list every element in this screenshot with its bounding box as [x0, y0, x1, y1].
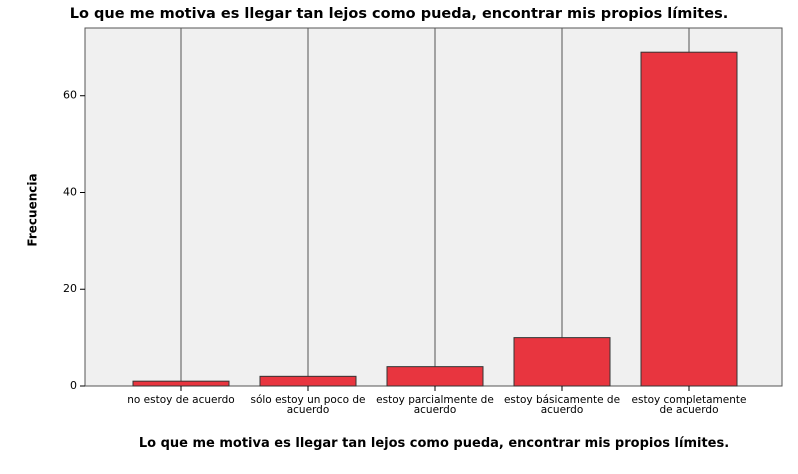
x-axis-title: Lo que me motiva es llegar tan lejos com…: [138, 436, 730, 451]
bar: [513, 337, 611, 387]
x-tick-label: estoy parcialmente de acuerdo: [376, 394, 494, 416]
bar: [640, 51, 738, 387]
x-tick-label: sólo estoy un poco de acuerdo: [250, 394, 366, 416]
x-tick-label: estoy básicamente de acuerdo: [503, 394, 621, 416]
bar: [259, 375, 357, 387]
y-tick-label: 40: [63, 185, 77, 198]
bar: [386, 366, 484, 387]
y-tick-label: 0: [70, 379, 77, 392]
y-axis-title: Frecuencia: [26, 173, 40, 246]
x-tick-label: estoy completamente de acuerdo: [631, 394, 747, 416]
x-tick-label: no estoy de acuerdo: [127, 394, 235, 406]
y-tick-label: 60: [63, 89, 77, 102]
y-tick-label: 20: [63, 282, 77, 295]
bar: [132, 380, 230, 387]
chart-title: Lo que me motiva es llegar tan lejos com…: [69, 6, 729, 22]
